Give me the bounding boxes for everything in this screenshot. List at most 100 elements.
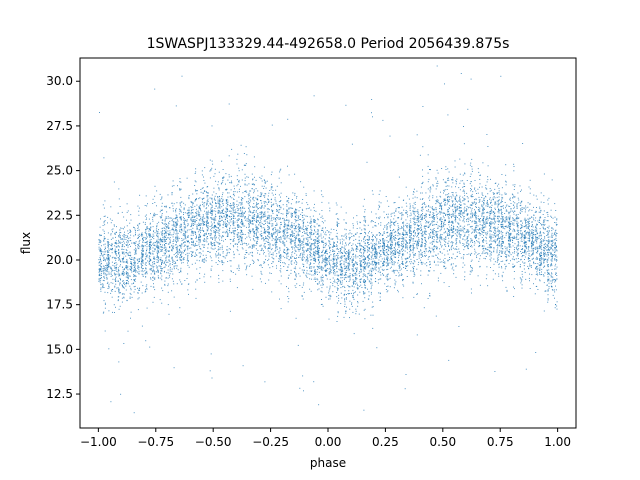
scatter-point <box>268 233 270 235</box>
scatter-point <box>261 180 263 182</box>
scatter-point <box>364 318 366 320</box>
scatter-point <box>397 230 399 232</box>
scatter-point <box>450 249 452 251</box>
scatter-point <box>551 276 553 278</box>
scatter-point <box>106 254 108 256</box>
scatter-point <box>154 248 156 249</box>
scatter-point <box>320 304 322 305</box>
scatter-point <box>104 303 106 305</box>
scatter-point <box>233 193 235 195</box>
scatter-point <box>218 220 220 222</box>
scatter-point <box>266 180 268 182</box>
scatter-point <box>509 234 511 236</box>
scatter-point <box>275 224 276 226</box>
scatter-point <box>397 248 399 250</box>
scatter-point <box>181 224 182 226</box>
scatter-point <box>441 218 443 220</box>
scatter-point <box>261 233 263 234</box>
scatter-point <box>102 229 104 231</box>
scatter-point <box>459 201 461 202</box>
scatter-point <box>130 234 132 236</box>
scatter-point <box>531 265 532 267</box>
scatter-point <box>416 243 418 245</box>
scatter-point <box>221 248 223 250</box>
scatter-point <box>498 210 500 212</box>
scatter-point <box>256 235 257 237</box>
scatter-point <box>433 248 435 250</box>
scatter-point <box>176 260 178 261</box>
scatter-point <box>343 294 345 296</box>
scatter-point <box>532 250 534 252</box>
scatter-point <box>554 233 555 235</box>
scatter-point <box>106 262 108 264</box>
scatter-point <box>432 224 434 226</box>
scatter-point <box>416 210 418 212</box>
scatter-point <box>445 199 447 201</box>
scatter-point <box>186 278 188 279</box>
scatter-point <box>498 210 500 212</box>
scatter-point <box>176 236 178 238</box>
scatter-point <box>372 235 374 236</box>
scatter-point <box>385 196 387 197</box>
scatter-point <box>411 233 412 235</box>
scatter-point <box>190 212 192 214</box>
scatter-point <box>290 241 292 243</box>
scatter-point <box>169 220 171 222</box>
scatter-point <box>516 229 518 231</box>
scatter-point <box>474 215 476 217</box>
scatter-point <box>341 268 343 270</box>
scatter-point <box>307 241 309 243</box>
scatter-point <box>464 239 466 241</box>
scatter-point <box>349 286 351 288</box>
scatter-point <box>253 235 254 237</box>
scatter-point <box>273 232 275 234</box>
scatter-point <box>134 228 136 230</box>
scatter-point <box>487 246 489 248</box>
scatter-point <box>359 260 361 262</box>
scatter-point <box>383 241 385 243</box>
scatter-point <box>422 208 424 210</box>
scatter-point <box>531 225 533 227</box>
scatter-point <box>237 229 238 231</box>
scatter-point <box>529 234 531 236</box>
scatter-point <box>263 213 265 215</box>
scatter-point <box>448 200 449 202</box>
scatter-point <box>364 262 366 264</box>
scatter-point <box>280 200 281 202</box>
scatter-point <box>288 207 290 209</box>
scatter-point <box>309 288 311 290</box>
scatter-point <box>179 226 181 228</box>
scatter-point <box>253 212 255 213</box>
scatter-point <box>410 237 412 239</box>
scatter-point <box>419 154 421 156</box>
scatter-point <box>200 207 201 209</box>
scatter-point <box>550 251 552 253</box>
scatter-point <box>401 250 403 252</box>
scatter-point <box>439 225 441 227</box>
scatter-point <box>337 247 338 249</box>
scatter-point <box>129 285 131 287</box>
scatter-point <box>475 204 477 205</box>
scatter-point <box>142 285 144 287</box>
scatter-point <box>180 246 182 248</box>
scatter-point <box>508 246 510 248</box>
scatter-point <box>386 251 388 253</box>
scatter-point <box>435 234 437 236</box>
scatter-point <box>111 270 113 272</box>
scatter-point <box>528 223 530 224</box>
scatter-point <box>272 233 274 235</box>
scatter-point <box>436 182 438 184</box>
scatter-point <box>230 260 232 262</box>
scatter-point <box>313 263 315 264</box>
scatter-point <box>264 195 266 197</box>
scatter-point <box>412 240 414 242</box>
scatter-point <box>103 266 105 268</box>
scatter-point <box>405 219 407 221</box>
scatter-point <box>282 255 284 257</box>
scatter-point <box>443 192 444 194</box>
scatter-point <box>324 266 326 268</box>
scatter-point <box>159 237 161 239</box>
scatter-point <box>462 256 464 258</box>
scatter-point <box>163 262 165 264</box>
scatter-point <box>493 250 495 252</box>
